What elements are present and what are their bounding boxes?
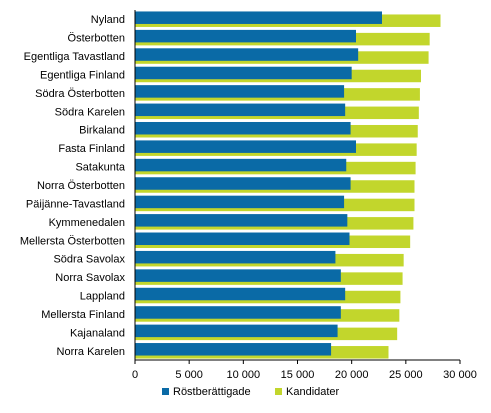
bar-rostberattigade-6: [135, 121, 351, 135]
labels-layer: Nyland Österbotten Egentliga Tavastland Ege…: [20, 14, 126, 358]
bar-rostberattigade-0: [135, 11, 382, 24]
bar-rostberattigade-13: [135, 250, 336, 264]
category-label: Egentliga Tavastland: [24, 51, 125, 63]
legend: Röstberättigade Kandidater: [162, 386, 340, 398]
bar-rostberattigade-12: [135, 232, 350, 246]
category-label: Mellersta Österbotten: [20, 235, 125, 247]
legend-label-kandidater: Kandidater: [286, 386, 340, 398]
category-label: Norra Österbotten: [37, 180, 125, 192]
bar-rostberattigade-8: [135, 158, 347, 172]
bar-rostberattigade-11: [135, 214, 348, 227]
bar-rostberattigade-1: [135, 29, 356, 43]
category-label: Lappland: [80, 291, 125, 303]
axes-layer: 0 5 000 10 000 15 000 20 000 25 000 30 000: [132, 10, 477, 381]
legend-swatch-rostberattigade: [162, 388, 169, 395]
category-label: Södra Savolax: [53, 254, 125, 266]
category-label: Päijänne-Tavastland: [26, 198, 125, 210]
category-label: Birkaland: [79, 125, 125, 137]
category-label: Södra Österbotten: [35, 88, 125, 100]
category-label: Egentliga Finland: [40, 69, 125, 81]
category-label: Kajanaland: [70, 327, 125, 339]
x-tick-label: 15 000: [281, 369, 315, 381]
x-tick-label: 25 000: [389, 369, 423, 381]
category-label: Södra Karelen: [55, 106, 125, 118]
bar-rostberattigade-7: [135, 140, 356, 153]
category-label: Norra Savolax: [55, 272, 125, 284]
bar-rostberattigade-17: [135, 324, 338, 338]
category-label: Fasta Finland: [58, 143, 125, 155]
bar-rostberattigade-3: [135, 66, 352, 80]
category-label: Nyland: [91, 14, 125, 26]
legend-label-rostberattigade: Röstberättigade: [173, 386, 251, 398]
x-tick-label: 30 000: [443, 369, 477, 381]
bar-rostberattigade-15: [135, 287, 346, 301]
category-label: Mellersta Finland: [41, 309, 125, 321]
x-tick-label: 0: [132, 369, 138, 381]
bars-layer: [135, 11, 441, 359]
bar-rostberattigade-18: [135, 343, 332, 356]
bar-rostberattigade-9: [135, 177, 351, 190]
bar-rostberattigade-5: [135, 103, 346, 117]
x-tick-label: 5 000: [175, 369, 203, 381]
bar-rostberattigade-2: [135, 48, 359, 61]
bar-rostberattigade-14: [135, 269, 341, 282]
bar-rostberattigade-4: [135, 85, 345, 98]
category-label: Norra Karelen: [57, 346, 125, 358]
bar-rostberattigade-16: [135, 306, 341, 319]
category-label: Kymmenedalen: [49, 217, 125, 229]
category-label: Satakunta: [75, 162, 125, 174]
x-tick-label: 20 000: [335, 369, 369, 381]
bar-rostberattigade-10: [135, 195, 345, 209]
category-label: Österbotten: [68, 33, 125, 45]
legend-swatch-kandidater: [275, 388, 282, 395]
x-tick-label: 10 000: [227, 369, 261, 381]
